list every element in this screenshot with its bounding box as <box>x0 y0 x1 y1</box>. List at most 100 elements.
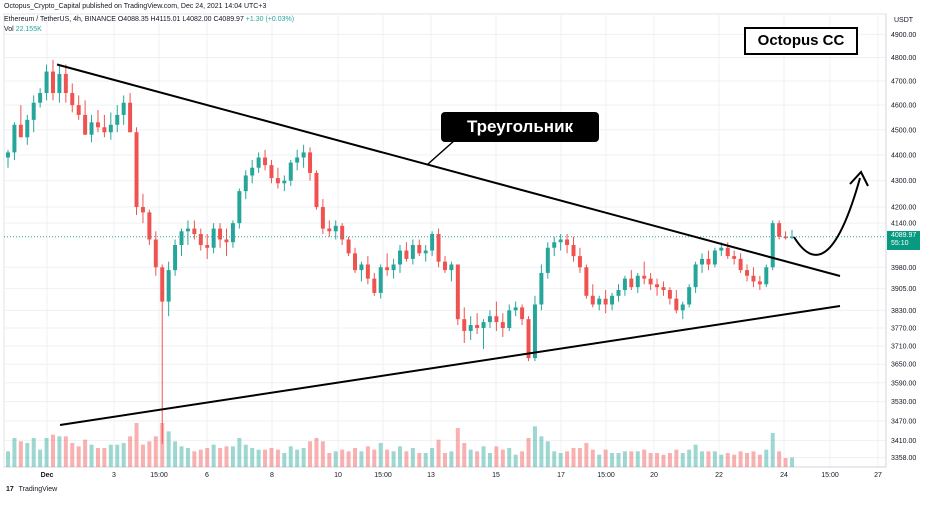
tradingview-logo[interactable]: 17 TradingView <box>6 486 57 493</box>
publish-info: Octopus_Crypto_Capital published on Trad… <box>4 3 267 10</box>
volume-bar <box>539 436 544 467</box>
candle-body <box>140 207 145 213</box>
price-tick-label: 3470.00 <box>891 418 916 425</box>
volume-bar <box>622 451 627 467</box>
candle-body <box>610 295 615 305</box>
volume-bar <box>442 453 447 467</box>
tradingview-logo-text: TradingView <box>18 486 58 493</box>
volume-value: 22.155K <box>15 26 42 33</box>
candle-body <box>616 290 621 296</box>
time-tick-label: 3 <box>112 472 116 479</box>
volume-bar <box>237 438 242 467</box>
volume-bar <box>610 453 615 467</box>
volume-bar <box>50 434 55 467</box>
candle-body <box>520 307 525 320</box>
volume-bar <box>487 453 492 467</box>
volume-bar <box>218 448 223 467</box>
volume-bar <box>417 453 422 467</box>
volume-bar <box>179 446 184 467</box>
volume-bar <box>38 449 43 467</box>
candle-body <box>95 122 100 128</box>
candle-body <box>706 258 711 265</box>
candle-body <box>263 157 268 166</box>
candle-body <box>385 267 390 271</box>
price-tick-label: 4200.00 <box>891 205 916 212</box>
volume-bar <box>558 453 563 467</box>
candle-body <box>667 290 672 299</box>
symbol-change: +1.30 (+0.03%) <box>245 16 295 23</box>
volume-bar <box>57 436 62 467</box>
candle-body <box>198 234 203 246</box>
candle-body <box>102 127 107 133</box>
candle-body <box>468 325 473 331</box>
price-tick-label: 3830.00 <box>891 308 916 315</box>
volume-bar <box>642 449 647 467</box>
volume-bar <box>18 441 23 467</box>
volume-bar <box>603 449 608 467</box>
candle-body <box>584 267 589 296</box>
volume-bar <box>513 454 518 467</box>
candle-body <box>449 264 454 271</box>
price-tick-label: 3980.00 <box>891 265 916 272</box>
symbol-ohlc: Ethereum / TetherUS, 4h, BINANCE O4088.3… <box>4 16 244 23</box>
volume-bar <box>256 449 261 467</box>
volume-bar <box>76 446 81 467</box>
volume-bar <box>44 438 49 467</box>
volume-bar <box>455 428 460 467</box>
volume-bar <box>680 453 685 467</box>
candle-body <box>147 212 152 240</box>
volume-bar <box>481 446 486 467</box>
candle-body <box>211 228 216 248</box>
volume-bar <box>751 451 756 467</box>
candle-body <box>455 264 460 320</box>
volume-bar <box>430 448 435 467</box>
price-tick-label: 3530.00 <box>891 399 916 406</box>
volume-bar <box>597 454 602 467</box>
candle-body <box>218 228 223 240</box>
volume-bar <box>590 449 595 467</box>
candle-body <box>475 325 480 329</box>
volume-bar <box>468 449 473 467</box>
volume-bar <box>95 448 100 467</box>
volume-bar <box>635 451 640 467</box>
price-tick-label: 4300.00 <box>891 178 916 185</box>
candle-body <box>622 278 627 291</box>
candle-body <box>674 298 679 311</box>
price-tick-label: 3710.00 <box>891 343 916 350</box>
candle-body <box>481 322 486 329</box>
volume-bar <box>494 446 499 467</box>
volume-bar <box>629 451 634 467</box>
volume-bar <box>532 426 537 467</box>
volume-bar <box>745 453 750 467</box>
volume-bar <box>520 451 525 467</box>
candle-body <box>507 310 512 329</box>
label-pointer <box>427 139 456 165</box>
volume-bar <box>83 439 88 467</box>
volume-bar <box>301 448 306 467</box>
candle-body <box>70 93 75 106</box>
candle-body <box>89 122 94 135</box>
candle-body <box>192 228 197 235</box>
volume-bar <box>507 448 512 467</box>
volume-bar <box>346 451 351 467</box>
time-tick-label: 15:00 <box>821 472 839 479</box>
candle-body <box>590 295 595 305</box>
trendline-upper <box>56 63 841 277</box>
volume-bar <box>757 454 762 467</box>
candle-body <box>423 250 428 254</box>
volume-bar <box>764 449 769 467</box>
projection-arrowhead <box>849 170 869 187</box>
currency-label: USDT <box>894 17 914 24</box>
candle-body <box>603 298 608 305</box>
volume-bar <box>140 444 145 467</box>
price-tick-label: 4500.00 <box>891 127 916 134</box>
time-tick-label: 13 <box>427 472 435 479</box>
volume-info: Vol 22.155K <box>4 26 42 33</box>
candle-body <box>301 152 306 158</box>
candle-body <box>648 278 653 285</box>
volume-bar <box>616 453 621 467</box>
brand-box: Octopus CC <box>744 27 858 55</box>
volume-bar <box>211 444 216 467</box>
